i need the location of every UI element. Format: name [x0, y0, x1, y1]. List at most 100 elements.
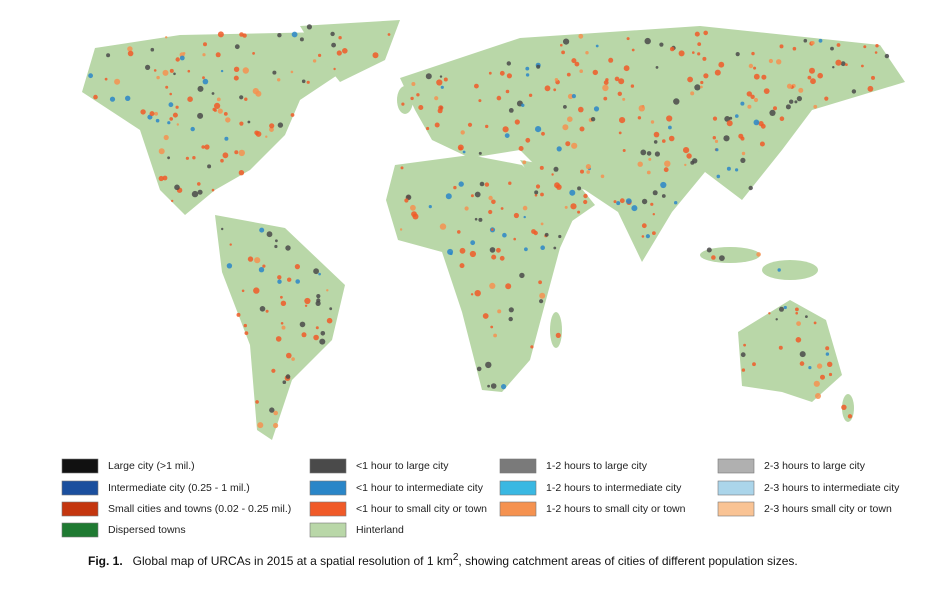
settlement-dot: [216, 97, 221, 102]
settlement-dot: [145, 64, 151, 70]
legend-label: <1 hour to intermediate city: [356, 482, 484, 494]
settlement-dot: [254, 257, 261, 264]
legend-label: 2-3 hours small city or town: [764, 503, 892, 515]
settlement-dot: [595, 44, 599, 48]
settlement-dot: [751, 51, 755, 56]
settlement-dot: [841, 404, 847, 410]
settlement-dot: [175, 105, 179, 109]
settlement-dot: [109, 96, 116, 102]
settlement-dot: [579, 69, 583, 73]
settlement-dot: [735, 168, 739, 172]
settlement-dot: [530, 345, 534, 349]
legend-label: 1-2 hours to intermediate city: [546, 482, 682, 494]
settlement-dot: [840, 61, 846, 67]
settlement-dot: [207, 164, 212, 169]
settlement-dot: [652, 231, 656, 236]
settlement-dot: [659, 42, 664, 47]
settlement-dot: [753, 97, 759, 103]
settlement-dot: [266, 231, 273, 238]
settlement-dot: [182, 52, 186, 55]
settlement-dot: [796, 321, 801, 326]
greenland: [300, 20, 400, 82]
settlement-dot: [654, 151, 661, 157]
settlement-dot: [832, 66, 835, 69]
settlement-dot: [560, 43, 563, 47]
settlement-dot: [655, 66, 659, 69]
settlement-dot: [162, 175, 168, 181]
legend-label: Hinterland: [356, 524, 404, 536]
settlement-dot: [163, 134, 169, 141]
settlement-dot: [740, 101, 745, 106]
settlement-dot: [277, 279, 282, 284]
settlement-dot: [551, 173, 554, 176]
settlement-dot: [825, 352, 830, 356]
settlement-dot: [453, 185, 457, 190]
legend-swatch: [309, 458, 347, 474]
settlement-dot: [459, 247, 466, 254]
settlement-dot: [165, 85, 169, 89]
settlement-dot: [748, 63, 754, 69]
settlement-dot: [212, 107, 216, 111]
settlement-dot: [239, 95, 244, 100]
settlement-dot: [438, 105, 444, 111]
settlement-dot: [280, 300, 287, 306]
settlement-dot: [652, 213, 655, 216]
settlement-dot: [644, 37, 651, 45]
settlement-dot: [863, 45, 867, 49]
settlement-dot: [753, 73, 760, 80]
settlement-dot: [577, 186, 582, 191]
settlement-dot: [259, 306, 266, 312]
settlement-dot: [660, 181, 667, 189]
settlement-dot: [255, 131, 262, 137]
settlement-dot: [252, 88, 259, 95]
settlement-dot: [753, 66, 757, 70]
settlement-dot: [803, 38, 808, 43]
settlement-dot: [277, 33, 282, 38]
settlement-dot: [258, 267, 265, 273]
settlement-dot: [191, 190, 199, 198]
caption-text: Global map of URCAs in 2015 at a spatial…: [132, 554, 453, 568]
settlement-dot: [319, 338, 326, 345]
settlement-dot: [197, 85, 204, 92]
settlement-dot: [280, 295, 283, 299]
settlement-dot: [443, 77, 448, 82]
settlement-dot: [478, 151, 482, 155]
settlement-dot: [533, 230, 538, 236]
settlement-dot: [204, 144, 210, 150]
settlement-dot: [504, 133, 510, 139]
settlement-dot: [484, 182, 490, 187]
settlement-dot: [798, 87, 804, 93]
settlement-dot: [567, 116, 573, 122]
settlement-dot: [242, 33, 247, 38]
madagascar: [550, 312, 562, 348]
settlement-dot: [617, 91, 622, 97]
settlement-dot: [277, 78, 281, 82]
settlement-dot: [153, 69, 157, 72]
settlement-dot: [499, 255, 505, 261]
settlement-dot: [221, 227, 224, 231]
settlement-dot: [807, 75, 812, 80]
settlement-dot: [714, 139, 719, 143]
settlement-dot: [759, 141, 765, 147]
settlement-dot: [399, 228, 403, 231]
settlement-dot: [127, 46, 133, 52]
settlement-dot: [294, 264, 300, 270]
settlement-dot: [149, 111, 155, 117]
settlement-dot: [619, 117, 626, 124]
settlement-dot: [412, 213, 419, 220]
settlement-dot: [726, 166, 731, 171]
dots: [88, 24, 890, 429]
settlement-dot: [155, 118, 160, 123]
settlement-dot: [810, 41, 815, 45]
settlement-dot: [718, 61, 725, 68]
settlement-dot: [224, 136, 229, 141]
settlement-dot: [768, 58, 774, 64]
settlement-dot: [301, 332, 307, 338]
settlement-dot: [478, 99, 482, 103]
settlement-dot: [571, 58, 577, 64]
settlement-dot: [577, 210, 581, 214]
settlement-dot: [496, 247, 501, 253]
settlement-dot: [202, 78, 209, 85]
settlement-dot: [202, 53, 206, 57]
settlement-dot: [830, 46, 834, 51]
